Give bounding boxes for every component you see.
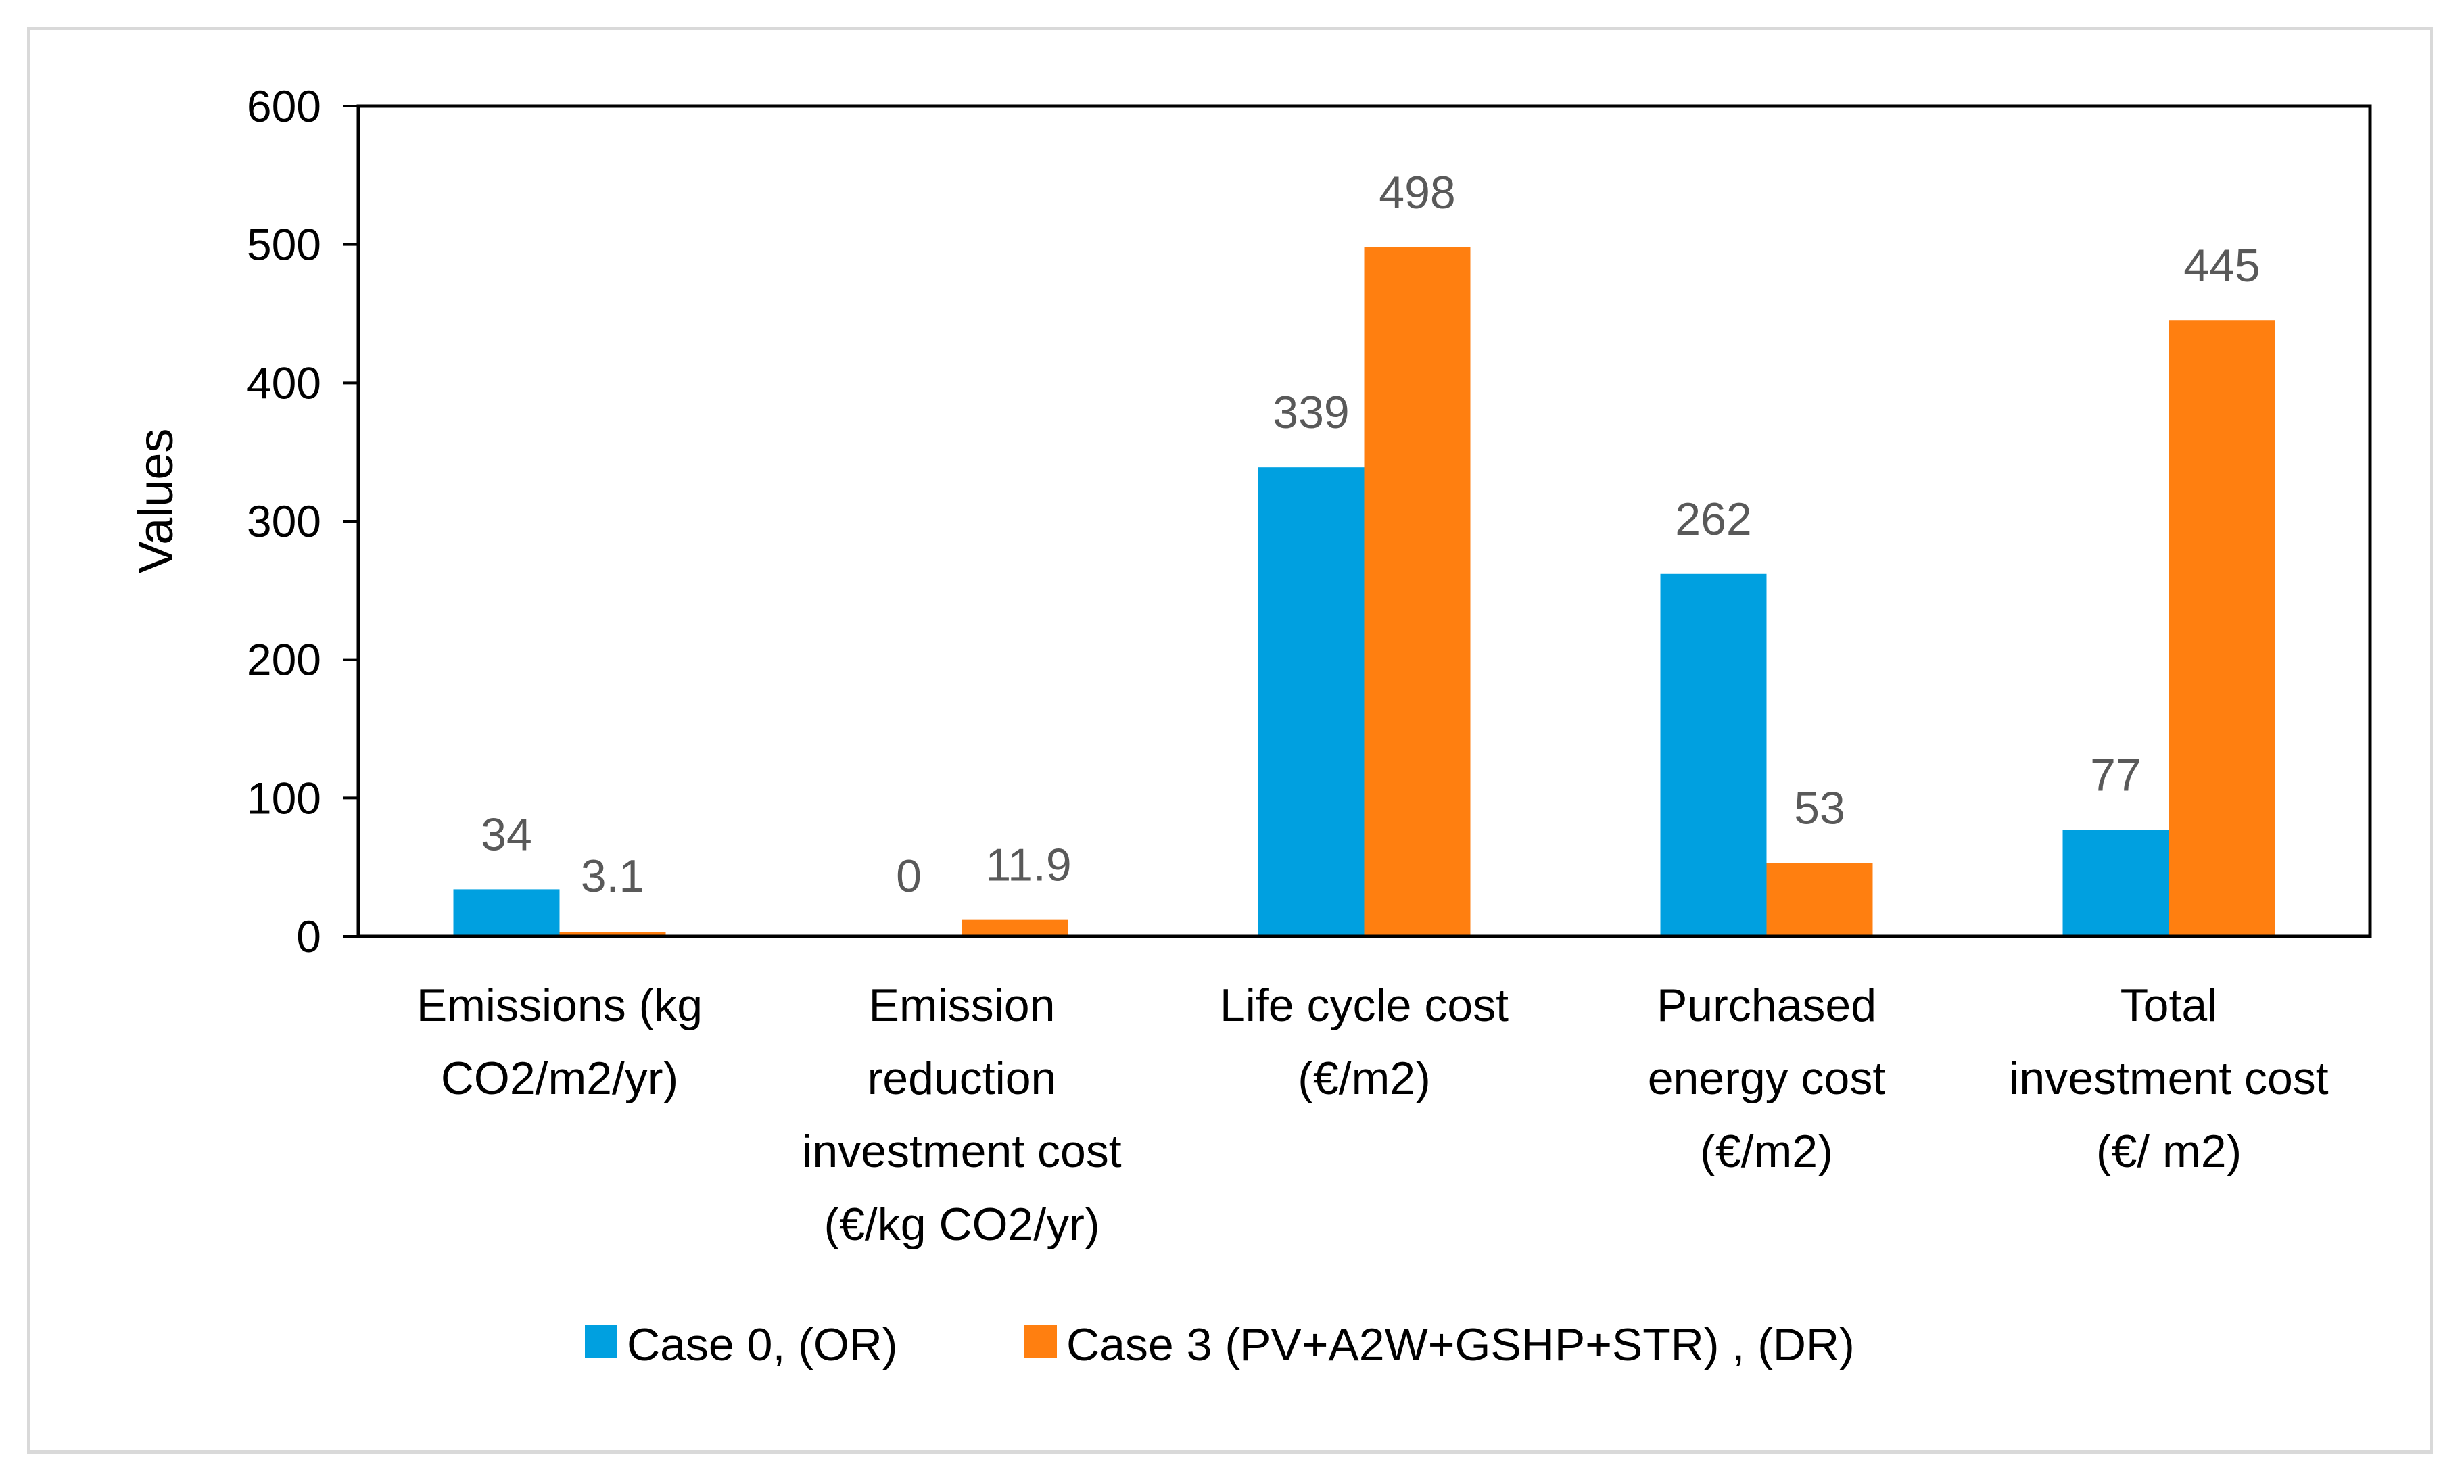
data-labels: 34 3.1 0 11.9 339 498 262 53 77 445 [481, 167, 2260, 902]
category-labels: Emissions (kg CO2/m2/yr) Emission reduction… [417, 980, 2329, 1250]
bar-case0-3 [1660, 573, 1767, 936]
legend-label: Case 0, (OR) [627, 1319, 898, 1370]
bar-case0-0 [453, 889, 560, 936]
data-label: 53 [1794, 783, 1845, 834]
chart-frame [27, 27, 2433, 1454]
y-tick-label: 0 [296, 911, 321, 961]
bar-case3-0 [559, 932, 666, 936]
data-label: 498 [1379, 167, 1455, 218]
data-label: 445 [2183, 240, 2260, 291]
bar-case3-1 [962, 919, 1068, 936]
y-tick-label: 400 [247, 358, 321, 408]
data-label: 34 [481, 809, 532, 860]
category-label: Purchased energy cost (€/m2) [1648, 980, 1886, 1177]
category-label: Emission reduction investment cost (€/kg CO… [802, 980, 1122, 1250]
bar-case3-4 [2169, 320, 2275, 936]
data-label: 339 [1273, 387, 1349, 438]
legend-swatch [585, 1325, 617, 1358]
bar-case3-3 [1766, 863, 1873, 936]
y-tick-label: 200 [247, 635, 321, 685]
category-label: Total investment cost (€/ m2) [2009, 980, 2329, 1177]
y-tick-label: 300 [247, 496, 321, 546]
bar-case0-2 [1258, 467, 1365, 936]
legend-label: Case 3 (PV+A2W+GSHP+STR) , (DR) [1066, 1319, 1855, 1370]
bars [453, 247, 2275, 936]
data-label: 11.9 [985, 840, 1071, 891]
y-axis-title: Values [129, 429, 183, 574]
plot-area-border [356, 104, 2372, 938]
y-tick-label: 500 [247, 220, 321, 270]
data-label: 0 [896, 851, 922, 902]
legend: Case 0, (OR) Case 3 (PV+A2W+GSHP+STR) , (… [585, 1319, 1855, 1370]
category-label: Emissions (kg CO2/m2/yr) [417, 980, 703, 1104]
data-label: 77 [2090, 749, 2141, 800]
data-label: 262 [1675, 494, 1751, 545]
category-label: Life cycle cost (€/m2) [1220, 980, 1509, 1104]
y-axis-ticks: 0 100 200 300 400 500 600 [247, 81, 358, 961]
bar-case0-4 [2062, 830, 2169, 936]
bar-case3-2 [1364, 247, 1471, 936]
data-label: 3.1 [581, 851, 645, 902]
legend-swatch [1024, 1325, 1057, 1358]
y-tick-label: 600 [247, 81, 321, 131]
y-tick-label: 100 [247, 773, 321, 823]
